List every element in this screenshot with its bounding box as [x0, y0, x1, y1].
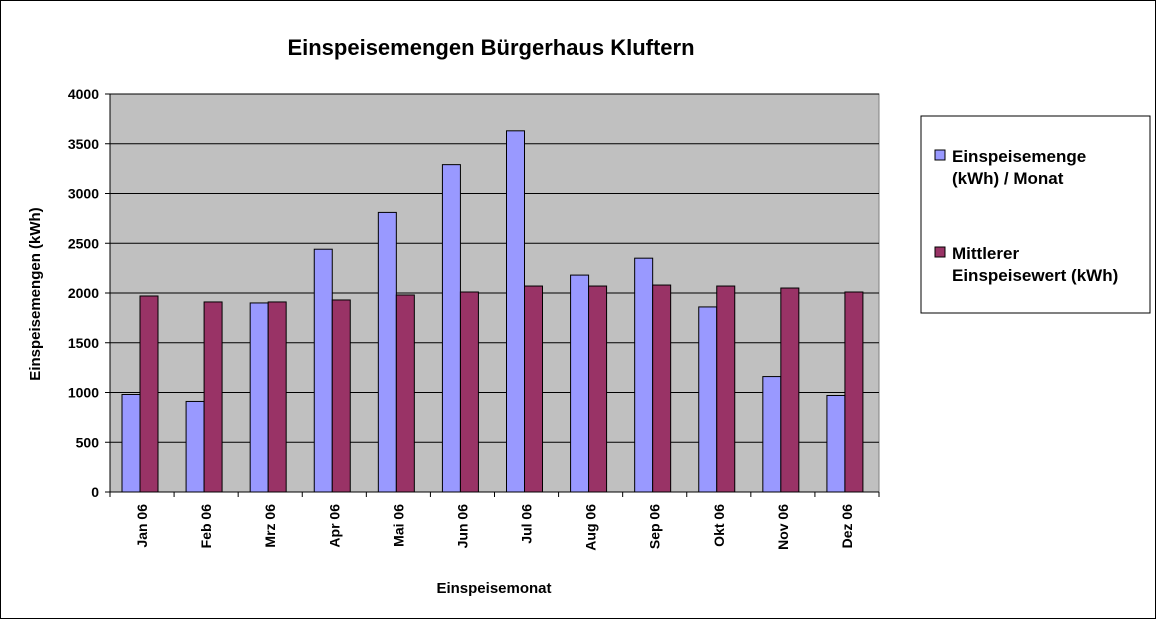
- bar-series-2: [716, 285, 736, 493]
- y-axis-title: Einspeisemengen (kWh): [27, 207, 44, 380]
- chart-title: Einspeisemengen Bürgerhaus Kluftern: [287, 35, 694, 60]
- legend-label-series-2-line-2: Einspeisewert (kWh): [952, 266, 1118, 285]
- x-tick-label: Jul 06: [519, 504, 535, 544]
- bar-series-2: [203, 301, 223, 493]
- x-tick-label: Aug 06: [583, 504, 599, 551]
- bar-series-2: [331, 299, 351, 493]
- legend-label-series-2-line-1: Mittlerer: [952, 244, 1019, 263]
- axes: [105, 93, 880, 497]
- y-tick-labels: 0 500 1000 1500 2000 2500 3000 3500 4000: [68, 86, 99, 500]
- bar-series-1: [313, 248, 333, 493]
- legend-swatch-series-2: [934, 246, 946, 258]
- x-tick-label: Sep 06: [647, 504, 663, 549]
- bar-series-2: [780, 287, 800, 493]
- x-tick-label: Dez 06: [839, 504, 855, 549]
- y-tick-label: 4000: [68, 86, 99, 102]
- bar-series-2: [267, 301, 287, 493]
- bar-series-2: [844, 291, 864, 493]
- y-tick-label: 3500: [68, 136, 99, 152]
- y-tick-label: 0: [91, 484, 99, 500]
- bar-series-1: [249, 302, 269, 493]
- x-tick-label: Mai 06: [390, 504, 406, 547]
- x-tick-label: Nov 06: [775, 504, 791, 550]
- bar-series-1: [377, 211, 397, 493]
- bar-series-1: [570, 274, 590, 493]
- bars: [121, 130, 864, 493]
- bar-series-1: [506, 130, 525, 493]
- bar-series-1: [185, 400, 205, 493]
- y-tick-label: 1500: [68, 335, 99, 351]
- bar-series-1: [698, 306, 718, 493]
- bar-series-2: [652, 284, 672, 493]
- y-tick-label: 2500: [68, 235, 99, 251]
- bar-series-2: [395, 294, 415, 493]
- legend-label-series-1-line-1: Einspeisemenge: [952, 147, 1086, 166]
- x-tick-label: Jan 06: [134, 504, 150, 548]
- x-tick-label: Apr 06: [326, 504, 342, 548]
- legend-swatch-series-1: [934, 149, 946, 161]
- x-tick-labels: Jan 06 Feb 06 Mrz 06 Apr 06 Mai 06 Jun 06 Jul …: [134, 504, 855, 551]
- y-tick-label: 500: [76, 434, 100, 450]
- bar-series-1: [762, 376, 782, 493]
- bar-series-1: [121, 393, 141, 493]
- bar-series-2: [139, 295, 159, 493]
- x-tick-label: Jun 06: [454, 504, 470, 549]
- x-tick-label: Feb 06: [198, 504, 214, 549]
- x-axis-title: Einspeisemonat: [436, 580, 551, 597]
- legend-label-series-1-line-2: (kWh) / Monat: [952, 169, 1064, 188]
- bar-series-1: [441, 164, 461, 493]
- legend-box: [920, 115, 1151, 314]
- x-tick-label: Okt 06: [711, 504, 727, 547]
- bar-series-2: [524, 285, 543, 493]
- gridlines: [110, 93, 879, 443]
- legend: Einspeisemenge (kWh) / Monat Mittlerer E…: [920, 115, 1151, 314]
- bar-series-1: [634, 257, 654, 493]
- y-tick-label: 3000: [68, 186, 99, 202]
- x-tick-label: Mrz 06: [262, 504, 278, 548]
- bar-series-2: [459, 291, 479, 493]
- bar-series-1: [826, 394, 846, 493]
- y-tick-label: 2000: [68, 285, 99, 301]
- bar-series-2: [588, 285, 608, 493]
- y-tick-label: 1000: [68, 385, 99, 401]
